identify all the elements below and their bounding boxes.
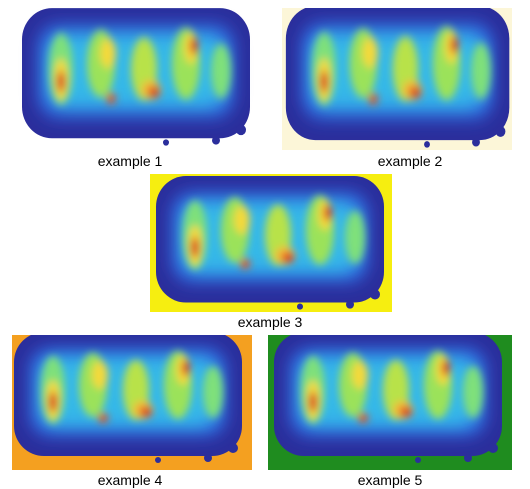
heatmap-panels [0,0,530,489]
figure: example 1 example 2 example 3 example 4 … [0,0,530,489]
heatmap-1 [14,8,257,150]
caption: example 3 [238,314,303,330]
caption: example 2 [378,153,443,169]
heatmap-5 [268,332,512,470]
heatmap-3 [150,174,392,312]
caption: example 4 [98,472,163,488]
caption: example 1 [98,153,163,169]
caption: example 5 [358,472,423,488]
heatmap-4 [12,332,252,470]
heatmap-2 [282,6,512,150]
